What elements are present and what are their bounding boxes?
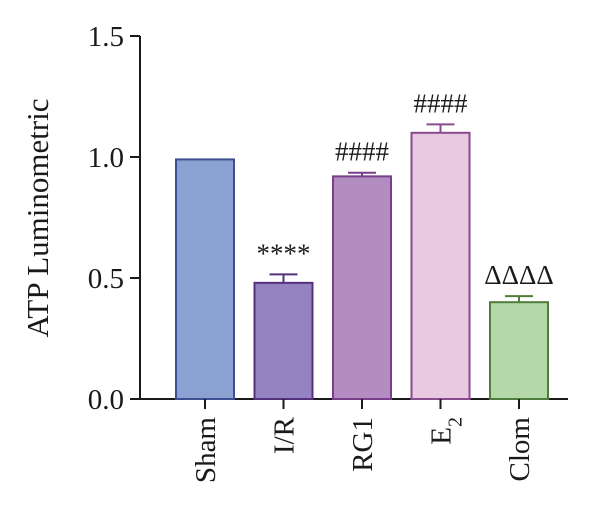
bar-clom bbox=[489, 301, 549, 401]
x-tick-label-text: E bbox=[426, 427, 458, 445]
y-tick-label: 0.5 bbox=[88, 263, 124, 295]
x-tick-label-text: I/R bbox=[269, 416, 301, 454]
x-tick-label: I/R bbox=[269, 416, 301, 454]
x-tick-label: E2 bbox=[426, 417, 467, 445]
bar-e bbox=[410, 131, 471, 401]
x-tick-label: Clom bbox=[504, 417, 536, 482]
x-tick-label-text: Clom bbox=[504, 417, 536, 482]
x-tick-label-text: Sham bbox=[190, 417, 222, 484]
significance-label: #### bbox=[414, 88, 469, 118]
x-tick-labels: Sham I/R RG1 E2 Clom bbox=[190, 399, 536, 483]
significance-label: #### bbox=[335, 137, 390, 167]
error-bars bbox=[269, 123, 533, 303]
x-tick-label-subscript: 2 bbox=[445, 417, 467, 427]
bar-ir bbox=[253, 281, 314, 400]
y-axis-label: ATP Luminometric bbox=[20, 98, 55, 337]
bar-rg1 bbox=[332, 175, 392, 400]
x-tick-label-text: RG1 bbox=[347, 417, 379, 472]
x-tick-label: RG1 bbox=[347, 417, 379, 472]
significance-label: ΔΔΔΔ bbox=[484, 260, 553, 290]
y-ticks: 0.0 0.5 1.0 1.5 bbox=[88, 21, 140, 416]
y-tick-label: 1.0 bbox=[88, 142, 124, 174]
x-tick-label: Sham bbox=[190, 417, 222, 484]
y-tick-label: 0.0 bbox=[88, 384, 124, 416]
y-tick-label: 1.5 bbox=[88, 21, 124, 53]
significance-annotations: **** #### #### ΔΔΔΔ bbox=[257, 88, 554, 290]
bar-sham bbox=[175, 158, 235, 400]
significance-label: **** bbox=[257, 238, 311, 268]
